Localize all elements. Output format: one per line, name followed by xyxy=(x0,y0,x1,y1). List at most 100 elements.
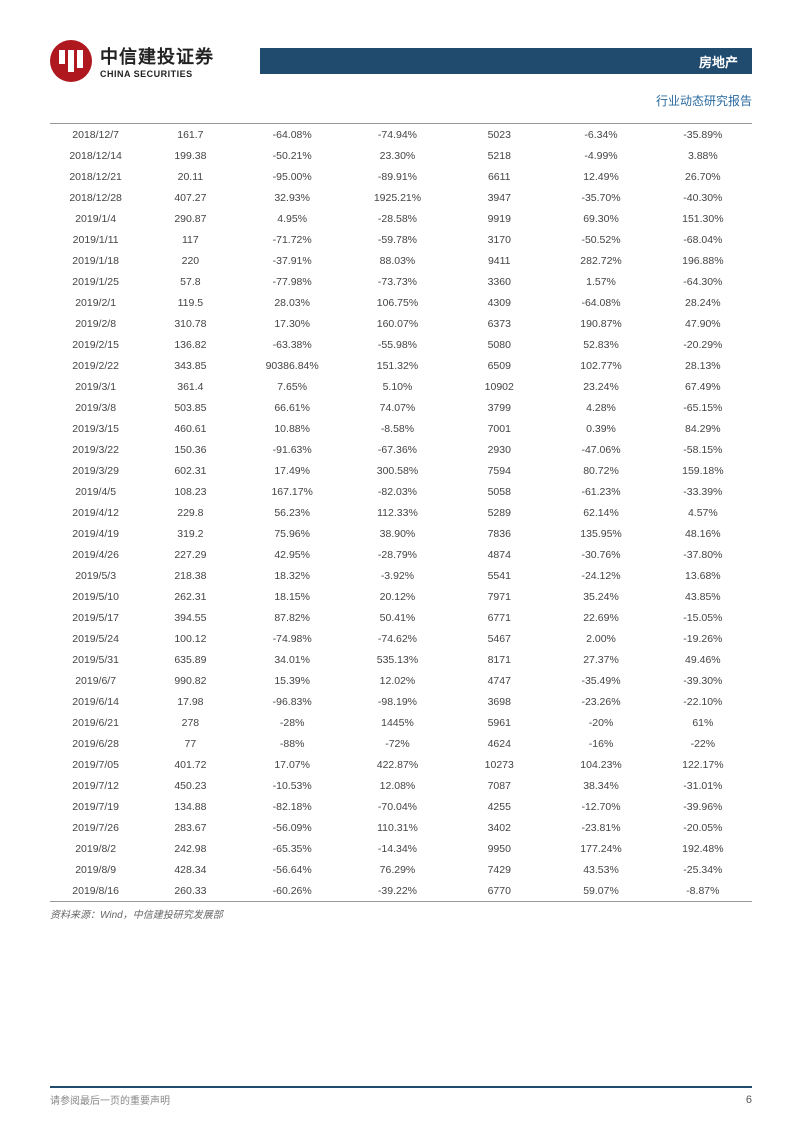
table-cell: -64.08% xyxy=(548,292,653,313)
table-cell: 460.61 xyxy=(141,418,239,439)
table-cell: -64.08% xyxy=(240,124,345,145)
table-cell: 38.90% xyxy=(345,523,450,544)
table-cell: 262.31 xyxy=(141,586,239,607)
table-cell: 2019/2/22 xyxy=(50,355,141,376)
table-cell: 10.88% xyxy=(240,418,345,439)
table-cell: 2019/6/28 xyxy=(50,733,141,754)
table-cell: 220 xyxy=(141,250,239,271)
table-cell: 401.72 xyxy=(141,754,239,775)
table-cell: 3170 xyxy=(450,229,548,250)
table-cell: -74.94% xyxy=(345,124,450,145)
table-cell: 282.72% xyxy=(548,250,653,271)
table-cell: -30.76% xyxy=(548,544,653,565)
table-cell: 3799 xyxy=(450,397,548,418)
table-cell: -28.79% xyxy=(345,544,450,565)
sector-label: 房地产 xyxy=(699,52,738,71)
table-row: 2019/1/4290.874.95%-28.58%991969.30%151.… xyxy=(50,208,752,229)
footer-note: 请参阅最后一页的重要声明 xyxy=(50,1092,170,1107)
table-cell: 196.88% xyxy=(654,250,752,271)
table-cell: 7087 xyxy=(450,775,548,796)
table-cell: 227.29 xyxy=(141,544,239,565)
table-cell: -6.34% xyxy=(548,124,653,145)
table-cell: 117 xyxy=(141,229,239,250)
table-cell: 343.85 xyxy=(141,355,239,376)
table-cell: 49.46% xyxy=(654,649,752,670)
table-cell: 3947 xyxy=(450,187,548,208)
table-cell: 218.38 xyxy=(141,565,239,586)
table-cell: 15.39% xyxy=(240,670,345,691)
table-cell: 1445% xyxy=(345,712,450,733)
table-cell: -35.89% xyxy=(654,124,752,145)
table-row: 2019/3/8503.8566.61%74.07%37994.28%-65.1… xyxy=(50,397,752,418)
table-cell: -20% xyxy=(548,712,653,733)
table-cell: -71.72% xyxy=(240,229,345,250)
table-cell: -63.38% xyxy=(240,334,345,355)
table-cell: 5541 xyxy=(450,565,548,586)
table-cell: -82.18% xyxy=(240,796,345,817)
table-cell: -16% xyxy=(548,733,653,754)
table-cell: 69.30% xyxy=(548,208,653,229)
table-row: 2019/7/12450.23-10.53%12.08%708738.34%-3… xyxy=(50,775,752,796)
table-cell: 84.29% xyxy=(654,418,752,439)
table-cell: 102.77% xyxy=(548,355,653,376)
table-cell: 635.89 xyxy=(141,649,239,670)
table-cell: 167.17% xyxy=(240,481,345,502)
table-cell: 18.15% xyxy=(240,586,345,607)
table-cell: -72% xyxy=(345,733,450,754)
table-cell: 2019/2/15 xyxy=(50,334,141,355)
table-cell: -4.99% xyxy=(548,145,653,166)
table-row: 2019/1/2557.8-77.98%-73.73%33601.57%-64.… xyxy=(50,271,752,292)
table-cell: -73.73% xyxy=(345,271,450,292)
table-cell: -50.21% xyxy=(240,145,345,166)
table-cell: 42.95% xyxy=(240,544,345,565)
table-cell: 177.24% xyxy=(548,838,653,859)
table-row: 2019/4/19319.275.96%38.90%7836135.95%48.… xyxy=(50,523,752,544)
table-cell: 67.49% xyxy=(654,376,752,397)
table-cell: -14.34% xyxy=(345,838,450,859)
table-cell: 34.01% xyxy=(240,649,345,670)
table-cell: -39.96% xyxy=(654,796,752,817)
table-cell: 2019/5/3 xyxy=(50,565,141,586)
table-cell: 2018/12/14 xyxy=(50,145,141,166)
table-cell: 9950 xyxy=(450,838,548,859)
table-row: 2018/12/14199.38-50.21%23.30%5218-4.99%3… xyxy=(50,145,752,166)
table-cell: 17.30% xyxy=(240,313,345,334)
table-row: 2019/8/2242.98-65.35%-14.34%9950177.24%1… xyxy=(50,838,752,859)
table-cell: 192.48% xyxy=(654,838,752,859)
table-cell: 12.49% xyxy=(548,166,653,187)
footer-divider xyxy=(50,1086,752,1088)
table-cell: 2019/3/1 xyxy=(50,376,141,397)
table-cell: 407.27 xyxy=(141,187,239,208)
table-cell: 28.03% xyxy=(240,292,345,313)
table-cell: 503.85 xyxy=(141,397,239,418)
table-cell: -31.01% xyxy=(654,775,752,796)
table-cell: 26.70% xyxy=(654,166,752,187)
table-cell: -20.05% xyxy=(654,817,752,838)
table-cell: 2019/6/7 xyxy=(50,670,141,691)
table-cell: -20.29% xyxy=(654,334,752,355)
table-cell: 77 xyxy=(141,733,239,754)
table-cell: 62.14% xyxy=(548,502,653,523)
table-cell: 990.82 xyxy=(141,670,239,691)
table-cell: 6771 xyxy=(450,607,548,628)
table-cell: 4.28% xyxy=(548,397,653,418)
table-cell: 2019/8/16 xyxy=(50,880,141,902)
table-cell: 4.57% xyxy=(654,502,752,523)
table-cell: 3360 xyxy=(450,271,548,292)
table-row: 2019/3/1361.47.65%5.10%1090223.24%67.49% xyxy=(50,376,752,397)
table-cell: 151.30% xyxy=(654,208,752,229)
table-cell: 2019/5/17 xyxy=(50,607,141,628)
table-cell: -22% xyxy=(654,733,752,754)
table-cell: -55.98% xyxy=(345,334,450,355)
table-cell: 3.88% xyxy=(654,145,752,166)
table-cell: 2018/12/7 xyxy=(50,124,141,145)
table-cell: 48.16% xyxy=(654,523,752,544)
table-cell: 90386.84% xyxy=(240,355,345,376)
table-cell: 2018/12/21 xyxy=(50,166,141,187)
table-row: 2018/12/28407.2732.93%1925.21%3947-35.70… xyxy=(50,187,752,208)
table-cell: 2019/2/1 xyxy=(50,292,141,313)
table-cell: 80.72% xyxy=(548,460,653,481)
page-number: 6 xyxy=(746,1094,752,1106)
table-cell: 5058 xyxy=(450,481,548,502)
table-cell: -28.58% xyxy=(345,208,450,229)
